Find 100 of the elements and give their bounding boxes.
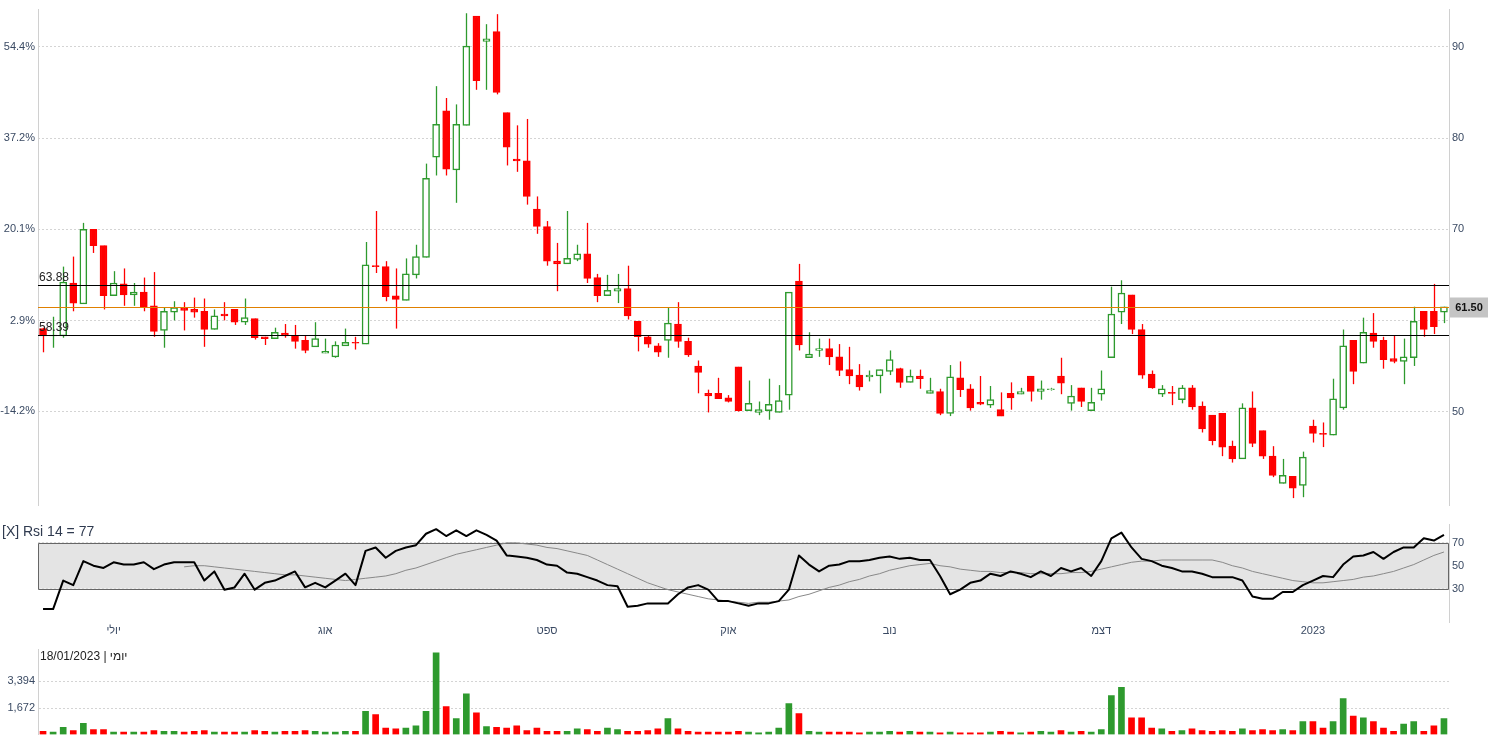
bar — [473, 712, 480, 735]
bar — [1400, 723, 1407, 735]
candlestick — [986, 385, 995, 409]
bar — [372, 714, 379, 735]
candlestick — [704, 389, 713, 414]
candlestick — [1369, 312, 1378, 349]
bar — [463, 693, 470, 735]
candlestick — [119, 267, 128, 307]
candlestick — [1178, 384, 1186, 404]
y2-tick-label: -14.2% — [0, 404, 36, 417]
candlestick — [1026, 375, 1035, 403]
bar — [342, 730, 349, 735]
bar — [59, 727, 67, 735]
bar — [1410, 721, 1418, 735]
bar — [1380, 727, 1387, 735]
x-tick-label: נוב — [882, 624, 897, 637]
bar — [1228, 730, 1236, 735]
bar — [1138, 717, 1145, 735]
x-tick-label: יולי — [106, 624, 121, 637]
candlestick — [805, 331, 813, 359]
bar — [1158, 728, 1166, 735]
bar — [251, 730, 259, 735]
y2-tick-label: 20.1% — [3, 222, 36, 235]
bar — [523, 730, 531, 735]
bar — [583, 729, 591, 735]
candlestick — [1147, 369, 1156, 390]
x-tick-label: אוג — [318, 624, 333, 637]
candlestick — [845, 346, 854, 385]
bar — [735, 730, 742, 735]
candlestick — [1228, 440, 1237, 464]
bar — [1329, 721, 1337, 735]
bar — [1108, 695, 1115, 735]
candlestick — [190, 296, 199, 319]
candlestick — [1087, 387, 1096, 412]
bar — [644, 730, 652, 735]
x-tick-label: דצמ — [1091, 624, 1112, 637]
candlestick — [1430, 283, 1438, 335]
candlestick — [89, 228, 98, 254]
bar — [513, 725, 521, 735]
bar — [624, 730, 631, 735]
bar — [100, 729, 107, 735]
bar — [1370, 721, 1377, 735]
bar — [906, 730, 914, 735]
bar — [1420, 730, 1428, 735]
candlestick — [916, 368, 924, 390]
y-tick-label: 3,394 — [7, 674, 35, 687]
y2-tick-label: 54.4% — [3, 39, 36, 52]
bar — [1430, 725, 1438, 735]
candlestick — [140, 276, 148, 312]
bar — [1239, 728, 1246, 735]
bar — [352, 730, 359, 735]
bar — [392, 728, 400, 735]
candlestick — [1268, 445, 1277, 478]
annotation: יומי | 18/01/2023 — [40, 648, 128, 663]
bar — [604, 727, 611, 735]
candlestick — [633, 320, 642, 353]
bar — [1440, 718, 1448, 735]
y-tick-label: 1,672 — [7, 701, 35, 714]
bar — [1249, 730, 1256, 735]
candlestick — [1399, 337, 1408, 385]
y-tick-label: 30 — [1452, 581, 1465, 594]
y-tick-label: 50 — [1452, 404, 1465, 417]
bar — [69, 730, 77, 735]
candlestick — [976, 375, 985, 406]
bar — [886, 730, 893, 735]
candlestick — [1379, 336, 1388, 370]
bar — [432, 652, 440, 735]
candlestick — [129, 282, 138, 307]
bar — [594, 730, 601, 735]
candlestick — [744, 379, 753, 412]
candlestick — [966, 383, 975, 412]
bar — [1390, 730, 1397, 735]
bar — [1037, 730, 1045, 735]
bar — [795, 713, 803, 735]
bar — [664, 718, 672, 735]
bar — [997, 730, 1004, 735]
candlestick — [1117, 279, 1126, 325]
candlestick — [1006, 381, 1015, 411]
bar — [261, 730, 269, 735]
candlestick — [714, 377, 723, 400]
bar — [200, 730, 208, 735]
candlestick — [764, 378, 773, 421]
bar — [1360, 717, 1367, 735]
bar — [573, 728, 581, 735]
candlestick — [855, 363, 864, 392]
candlestick — [835, 343, 844, 377]
bar — [80, 723, 87, 735]
bar — [1128, 717, 1135, 735]
bar — [452, 718, 460, 735]
y2-tick-label: 2.9% — [9, 313, 36, 326]
candlestick — [553, 242, 561, 292]
x-tick-label: ספט — [536, 624, 558, 637]
bar — [1269, 730, 1276, 735]
y-tick-label: 70 — [1452, 222, 1465, 235]
candlestick — [1258, 430, 1267, 460]
y2-tick-label: 37.2% — [3, 131, 36, 144]
bar — [1097, 729, 1105, 735]
bar — [1299, 721, 1307, 735]
bar — [775, 727, 783, 735]
bar — [1118, 687, 1125, 735]
